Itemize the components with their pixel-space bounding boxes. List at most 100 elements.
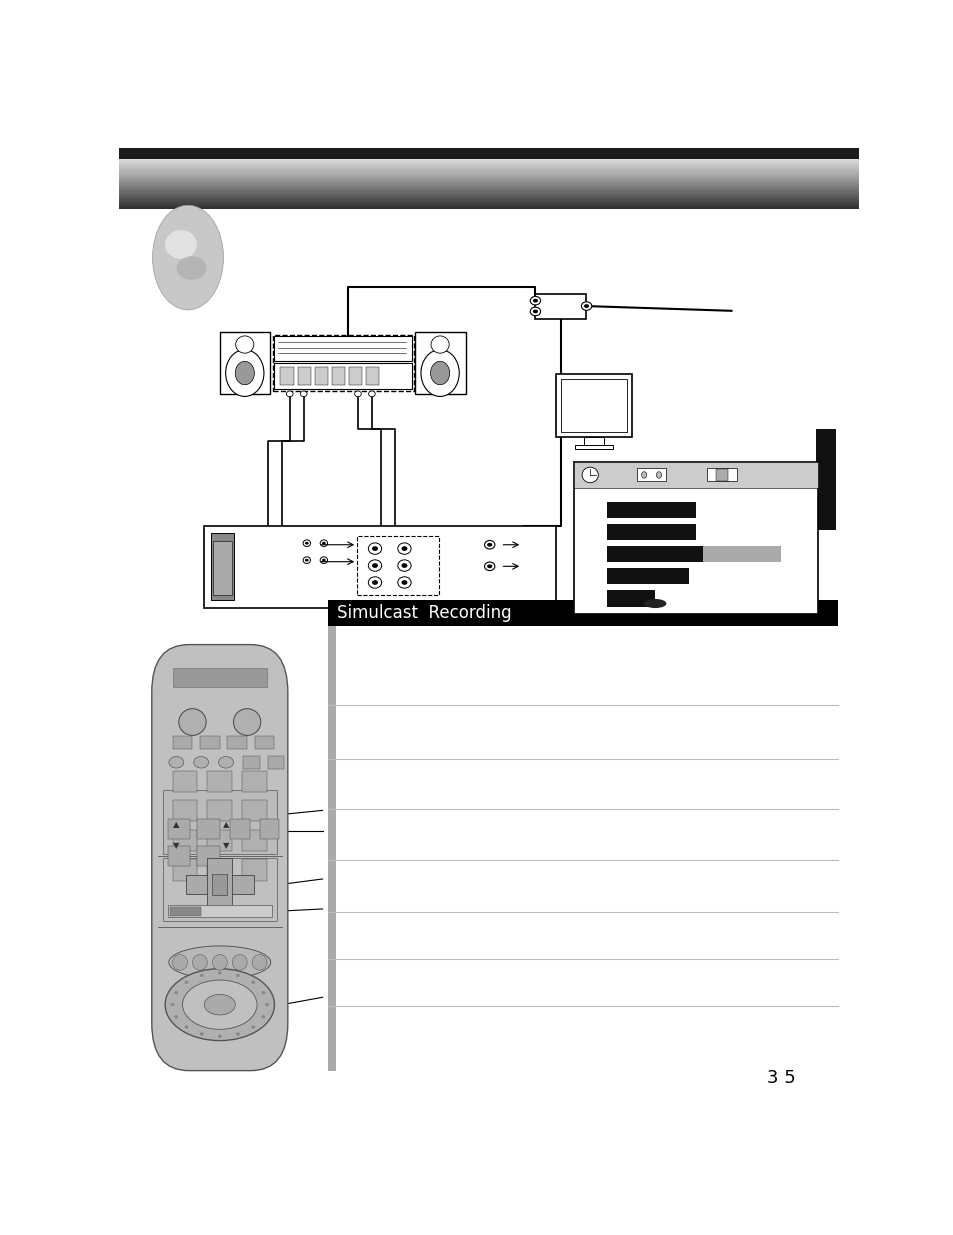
Bar (637, 468, 666, 482)
Bar (172, 668, 267, 687)
Ellipse shape (368, 391, 375, 396)
Bar (207, 860, 232, 881)
FancyBboxPatch shape (152, 645, 288, 1071)
Ellipse shape (533, 299, 537, 303)
Ellipse shape (217, 1035, 221, 1037)
Bar (119, 190, 858, 193)
Text: ▲: ▲ (172, 820, 179, 829)
Ellipse shape (487, 564, 492, 568)
Bar (172, 771, 197, 792)
Bar (119, 148, 858, 159)
Bar (606, 546, 721, 562)
Bar (119, 200, 858, 203)
Bar (119, 165, 858, 168)
Bar (119, 174, 858, 177)
Bar (706, 468, 736, 482)
Ellipse shape (261, 1015, 265, 1019)
Bar (274, 336, 412, 362)
Ellipse shape (368, 559, 381, 572)
Bar (555, 374, 632, 437)
Bar (119, 203, 858, 205)
Ellipse shape (583, 304, 589, 308)
Bar (365, 367, 378, 385)
Bar (119, 182, 858, 185)
Ellipse shape (305, 558, 309, 562)
Ellipse shape (226, 350, 264, 396)
Bar (207, 857, 232, 911)
Ellipse shape (300, 391, 307, 396)
Bar (163, 857, 276, 921)
Bar (574, 462, 817, 488)
Bar (119, 188, 858, 191)
Bar (259, 819, 279, 839)
Ellipse shape (213, 955, 227, 971)
Bar (207, 771, 232, 792)
Ellipse shape (165, 230, 196, 259)
Bar (211, 534, 233, 600)
Bar (200, 736, 219, 748)
Ellipse shape (193, 757, 209, 768)
Bar (119, 184, 858, 186)
Bar (172, 800, 197, 821)
Bar (702, 546, 781, 562)
Bar (207, 800, 232, 821)
Bar (197, 846, 219, 866)
Bar (119, 194, 858, 196)
Bar (274, 363, 412, 389)
Ellipse shape (355, 391, 361, 396)
Ellipse shape (251, 1025, 254, 1029)
Bar (230, 819, 250, 839)
Bar (213, 874, 227, 894)
Bar (583, 437, 603, 445)
Ellipse shape (286, 391, 293, 396)
Bar (168, 905, 272, 918)
Ellipse shape (322, 558, 325, 562)
Bar (119, 178, 858, 180)
Bar (119, 172, 858, 174)
Bar (119, 206, 858, 209)
Text: ▲: ▲ (223, 820, 229, 829)
Bar (227, 736, 247, 748)
Ellipse shape (233, 709, 260, 735)
Ellipse shape (305, 542, 309, 545)
Bar (356, 536, 438, 595)
Bar (606, 501, 695, 519)
Ellipse shape (401, 563, 407, 568)
Bar (273, 335, 414, 390)
Bar (119, 204, 858, 207)
Ellipse shape (581, 467, 598, 483)
Ellipse shape (200, 974, 203, 977)
Bar (220, 332, 270, 394)
Ellipse shape (397, 559, 411, 572)
Bar (242, 860, 267, 881)
Ellipse shape (530, 308, 540, 316)
Bar (119, 157, 858, 161)
Ellipse shape (322, 542, 325, 545)
Ellipse shape (176, 256, 207, 280)
Bar (575, 445, 612, 450)
Ellipse shape (193, 955, 207, 971)
Ellipse shape (232, 955, 247, 971)
Ellipse shape (171, 1003, 174, 1007)
Ellipse shape (174, 990, 178, 994)
Bar (119, 169, 858, 173)
Bar (242, 830, 267, 851)
Bar (119, 156, 858, 158)
Bar (606, 568, 688, 584)
Bar (119, 175, 858, 179)
Bar (119, 149, 858, 152)
Bar (119, 168, 858, 170)
Bar (119, 163, 858, 167)
Bar (119, 153, 858, 157)
Ellipse shape (397, 577, 411, 588)
Ellipse shape (174, 1015, 178, 1019)
Bar (119, 147, 858, 151)
Bar (172, 736, 193, 748)
Bar (197, 819, 219, 839)
Ellipse shape (261, 990, 265, 994)
Ellipse shape (530, 296, 540, 305)
Bar (574, 462, 817, 614)
Ellipse shape (252, 955, 267, 971)
Ellipse shape (251, 981, 254, 984)
Ellipse shape (643, 599, 665, 608)
